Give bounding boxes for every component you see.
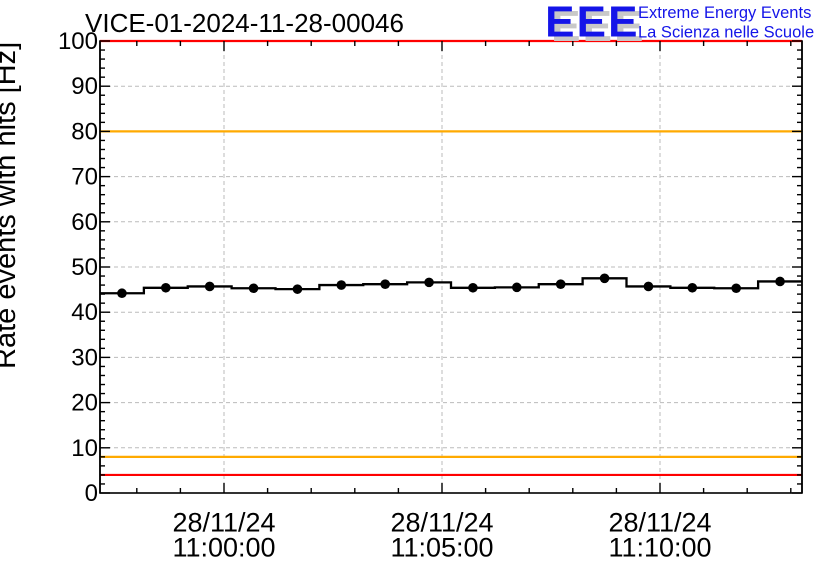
svg-text:E: E [577, 0, 606, 47]
svg-text:E: E [545, 0, 574, 47]
svg-text:Rate events with hits [Hz]: Rate events with hits [Hz] [0, 42, 22, 369]
svg-text:Extreme Energy Events: Extreme Energy Events [638, 4, 811, 22]
svg-text:11:05:00: 11:05:00 [390, 532, 493, 562]
svg-text:60: 60 [71, 209, 98, 236]
svg-text:90: 90 [71, 73, 98, 100]
svg-text:30: 30 [71, 344, 98, 371]
svg-text:11:00:00: 11:00:00 [172, 532, 275, 562]
svg-text:VICE-01-2024-11-28-00046: VICE-01-2024-11-28-00046 [85, 8, 404, 38]
svg-text:10: 10 [71, 435, 98, 462]
svg-text:11:10:00: 11:10:00 [608, 532, 711, 562]
svg-text:La Scienza nelle Scuole: La Scienza nelle Scuole [638, 23, 814, 41]
svg-text:70: 70 [71, 164, 98, 191]
svg-text:20: 20 [71, 390, 98, 417]
svg-text:50: 50 [71, 254, 98, 281]
svg-text:40: 40 [71, 299, 98, 326]
svg-text:80: 80 [71, 118, 98, 145]
svg-text:0: 0 [85, 480, 98, 507]
svg-text:E: E [608, 0, 637, 47]
